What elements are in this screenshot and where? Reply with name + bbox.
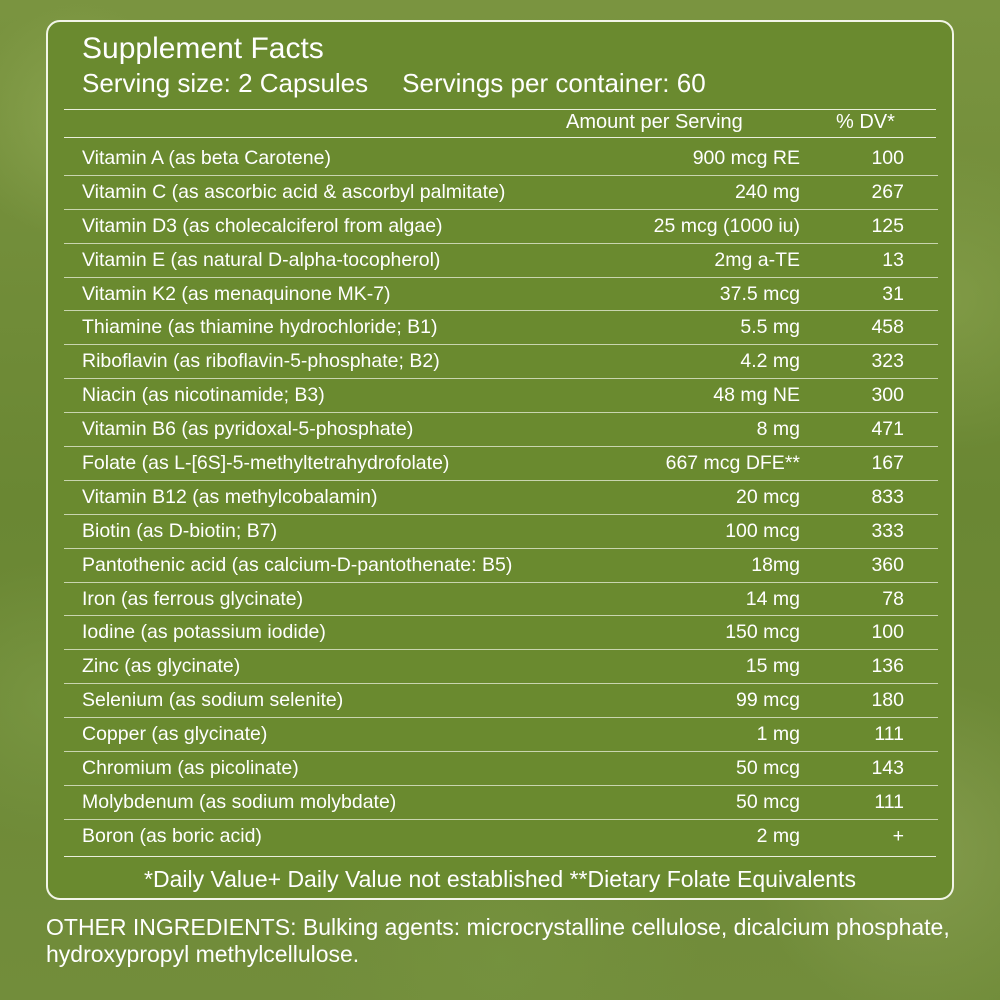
nutrient-name: Folate (as L-[6S]-5-methyltetrahydrofola… — [82, 452, 450, 475]
footnote: *Daily Value+ Daily Value not establishe… — [144, 866, 856, 892]
nutrient-name: Vitamin K2 (as menaquinone MK-7) — [82, 282, 391, 305]
nutrient-amount: 14 mg — [745, 587, 800, 610]
nutrient-row: Biotin (as D-biotin; B7) 100 mcg 333 — [64, 515, 938, 549]
nutrient-row: Chromium (as picolinate) 50 mcg 143 — [64, 752, 938, 786]
nutrient-name: Selenium (as sodium selenite) — [82, 689, 344, 712]
nutrient-row: Pantothenic acid (as calcium-D-pantothen… — [64, 549, 938, 583]
nutrient-dv: 13 — [882, 248, 904, 271]
nutrient-name: Copper (as glycinate) — [82, 723, 268, 746]
nutrient-name: Molybdenum (as sodium molybdate) — [82, 790, 397, 813]
nutrient-dv: 167 — [871, 452, 904, 475]
serving-size: Serving size: 2 Capsules — [82, 68, 369, 98]
nutrient-amount: 5.5 mg — [740, 316, 800, 339]
nutrient-amount: 18mg — [751, 553, 800, 576]
nutrient-dv: 471 — [871, 418, 904, 441]
column-header-dv: % DV* — [836, 111, 895, 133]
nutrient-name: Vitamin C (as ascorbic acid & ascorbyl p… — [82, 180, 506, 203]
nutrient-name: Thiamine (as thiamine hydrochloride; B1) — [82, 316, 438, 339]
nutrient-name: Niacin (as nicotinamide; B3) — [82, 384, 325, 407]
nutrient-dv: 78 — [882, 587, 904, 610]
nutrient-amount: 1 mg — [756, 723, 800, 746]
nutrient-name: Vitamin E (as natural D-alpha-tocopherol… — [82, 248, 441, 271]
nutrient-name: Boron (as boric acid) — [82, 824, 262, 847]
nutrient-dv: + — [892, 824, 904, 847]
nutrient-amount: 150 mcg — [725, 621, 800, 644]
nutrient-row: Riboflavin (as riboflavin-5-phosphate; B… — [64, 345, 938, 380]
nutrient-amount: 2 mg — [756, 824, 800, 847]
header-rule-top — [64, 109, 936, 110]
nutrient-row: Vitamin C (as ascorbic acid & ascorbyl p… — [64, 176, 938, 210]
nutrient-row: Vitamin B12 (as methylcobalamin) 20 mcg 83… — [64, 481, 938, 515]
nutrient-name: Vitamin A (as beta Carotene) — [82, 147, 331, 169]
nutrient-name: Zinc (as glycinate) — [82, 655, 241, 678]
nutrient-dv: 100 — [871, 621, 904, 644]
nutrient-row: Vitamin K2 (as menaquinone MK-7) 37.5 mcg… — [64, 278, 938, 312]
nutrient-dv: 111 — [874, 723, 904, 746]
nutrient-dv: 136 — [871, 655, 904, 678]
nutrient-row: Iodine (as potassium iodide) 150 mcg 100 — [64, 616, 938, 651]
footnote-rule — [64, 856, 936, 857]
nutrient-row: Vitamin D3 (as cholecalciferol from alga… — [64, 210, 938, 244]
servings-per-container: Servings per container: 60 — [402, 68, 706, 98]
nutrient-dv: 180 — [871, 689, 904, 712]
nutrient-amount: 4.2 mg — [740, 350, 800, 373]
nutrient-row: Molybdenum (as sodium molybdate) 50 mcg 11… — [64, 786, 938, 820]
column-header-amount: Amount per Serving — [566, 111, 743, 133]
nutrient-name: Riboflavin (as riboflavin-5-phosphate; B… — [82, 350, 440, 373]
nutrient-row: Selenium (as sodium selenite) 99 mcg 180 — [64, 684, 938, 719]
nutrient-amount: 667 mcg DFE** — [665, 452, 800, 475]
nutrient-dv: 333 — [871, 519, 904, 542]
nutrient-dv: 323 — [871, 350, 904, 373]
nutrient-row: Vitamin E (as natural D-alpha-tocopherol… — [64, 244, 938, 278]
nutrient-amount: 50 mcg — [736, 757, 800, 780]
nutrient-table: Vitamin A (as beta Carotene) 900 mcg RE 10… — [64, 142, 938, 854]
nutrient-name: Biotin (as D-biotin; B7) — [82, 519, 278, 542]
nutrient-amount: 900 mcg RE — [692, 147, 800, 169]
nutrient-amount: 99 mcg — [736, 689, 800, 712]
nutrient-name: Vitamin D3 (as cholecalciferol from alga… — [82, 214, 443, 237]
nutrient-dv: 111 — [874, 790, 904, 813]
panel-title: Supplement Facts — [82, 32, 324, 65]
nutrient-dv: 100 — [871, 147, 904, 169]
supplement-facts-panel: Supplement Facts Serving size: 2 Capsule… — [46, 20, 954, 900]
nutrient-name: Vitamin B12 (as methylcobalamin) — [82, 485, 378, 508]
nutrient-row: Folate (as L-[6S]-5-methyltetrahydrofola… — [64, 447, 938, 481]
nutrient-row: Vitamin B6 (as pyridoxal-5-phosphate) 8 m… — [64, 413, 938, 448]
nutrient-name: Vitamin B6 (as pyridoxal-5-phosphate) — [82, 418, 414, 441]
nutrient-dv: 267 — [871, 180, 904, 203]
nutrient-row: Copper (as glycinate) 1 mg 111 — [64, 718, 938, 753]
nutrient-row: Boron (as boric acid) 2 mg + — [64, 820, 938, 854]
nutrient-amount: 20 mcg — [736, 485, 800, 508]
nutrient-dv: 360 — [871, 553, 904, 576]
nutrient-name: Chromium (as picolinate) — [82, 757, 299, 780]
nutrient-amount: 50 mcg — [736, 790, 800, 813]
nutrient-amount: 8 mg — [756, 418, 800, 441]
nutrient-dv: 125 — [871, 214, 904, 237]
nutrient-amount: 15 mg — [745, 655, 800, 678]
nutrient-amount: 48 mg NE — [713, 384, 800, 407]
nutrient-amount: 100 mcg — [725, 519, 800, 542]
header-rule-bottom — [64, 137, 936, 138]
nutrient-dv: 458 — [871, 316, 904, 339]
nutrient-row: Niacin (as nicotinamide; B3) 48 mg NE 300 — [64, 379, 938, 414]
nutrient-name: Pantothenic acid (as calcium-D-pantothen… — [82, 553, 513, 576]
nutrient-name: Iodine (as potassium iodide) — [82, 621, 326, 644]
nutrient-dv: 31 — [882, 282, 904, 305]
other-ingredients: OTHER INGREDIENTS: Bulking agents: micro… — [46, 914, 950, 967]
nutrient-row: Thiamine (as thiamine hydrochloride; B1)… — [64, 311, 938, 346]
nutrient-amount: 25 mcg (1000 iu) — [653, 214, 800, 237]
nutrient-dv: 300 — [871, 384, 904, 407]
nutrient-amount: 37.5 mcg — [719, 282, 800, 305]
nutrient-name: Iron (as ferrous glycinate) — [82, 587, 304, 610]
nutrient-row: Iron (as ferrous glycinate) 14 mg 78 — [64, 583, 938, 617]
nutrient-dv: 833 — [871, 485, 904, 508]
nutrient-amount: 2mg a-TE — [714, 248, 800, 271]
nutrient-dv: 143 — [871, 757, 904, 780]
nutrient-amount: 240 mg — [734, 180, 800, 203]
nutrient-row: Vitamin A (as beta Carotene) 900 mcg RE 10… — [64, 142, 938, 176]
nutrient-row: Zinc (as glycinate) 15 mg 136 — [64, 650, 938, 685]
serving-info: Serving size: 2 Capsules Servings per con… — [82, 68, 706, 98]
